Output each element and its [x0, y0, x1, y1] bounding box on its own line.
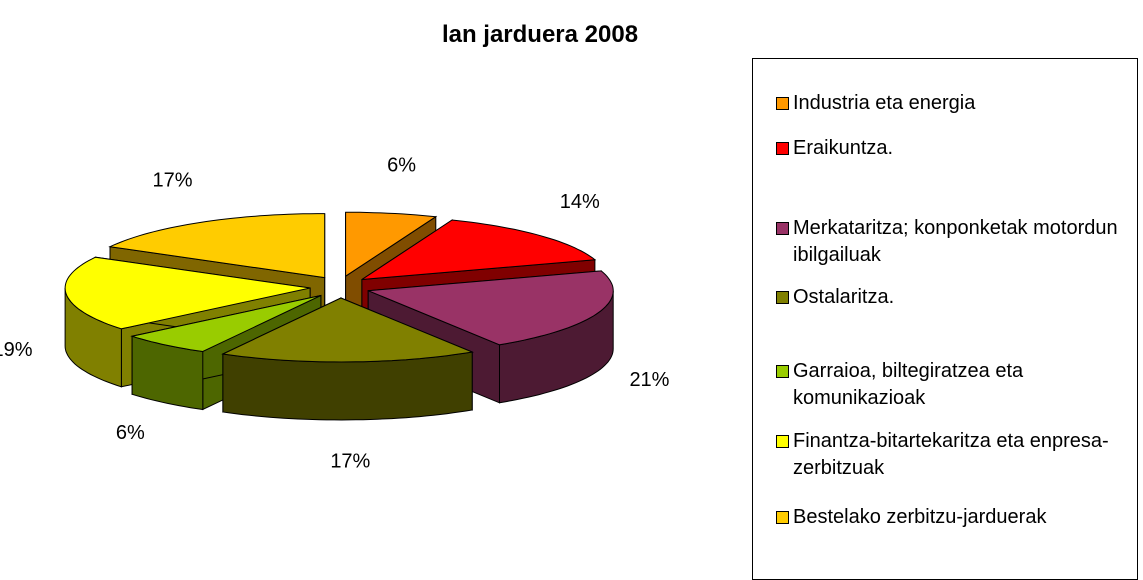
data-label: 14%: [560, 191, 600, 213]
legend-swatch: [776, 97, 789, 110]
legend-label: Finantza-bitartekaritza eta enpresa-zerb…: [793, 430, 1109, 479]
legend-swatch: [776, 435, 789, 448]
legend-label: Industria eta energia: [793, 92, 976, 114]
slice: [221, 297, 475, 421]
data-label: 17%: [330, 450, 370, 472]
legend-item: Industria eta energia: [753, 90, 1139, 117]
data-label: 17%: [153, 169, 193, 191]
legend-item: Bestelako zerbitzu-jarduerak: [753, 504, 1139, 531]
slice-top: [368, 270, 614, 346]
legend-label: Bestelako zerbitzu-jarduerak: [793, 506, 1047, 528]
chart-title: lan jarduera 2008: [442, 21, 638, 48]
data-label: 21%: [629, 369, 669, 391]
legend-label: Eraikuntza.: [793, 137, 894, 159]
data-label: 6%: [116, 422, 145, 444]
legend-item: Eraikuntza.: [753, 135, 1139, 162]
legend-label: Ostalaritza.: [793, 286, 895, 308]
slice-top: [221, 297, 475, 363]
data-label: 19%: [0, 339, 33, 361]
legend-item: Ostalaritza.: [753, 284, 1139, 311]
slice-top: [64, 256, 311, 330]
page: lan jarduera 2008 6% 14% 21% 17% 6% 19% 17% In…: [0, 21, 1138, 580]
legend-swatch: [776, 222, 789, 235]
legend-item: Merkataritza; konponketak motordun ibilg…: [753, 215, 1139, 269]
slice-top: [130, 295, 322, 353]
legend-label: Merkataritza; konponketak motordun ibilg…: [793, 217, 1118, 266]
data-label: 6%: [387, 154, 416, 176]
legend-item: Finantza-bitartekaritza eta enpresa-zerb…: [753, 428, 1139, 482]
legend-swatch: [776, 291, 789, 304]
slice-top: [108, 213, 326, 279]
chart: lan jarduera 2008 6% 14% 21% 17% 6% 19% 17%: [0, 21, 670, 472]
slice-top: [345, 211, 438, 278]
legend-swatch: [776, 365, 789, 378]
legend-swatch: [776, 142, 789, 155]
legend-label: Garraioa, biltegiratzea eta komunikazioa…: [793, 360, 1024, 409]
slice-top: [361, 219, 597, 280]
legend: Industria eta energia Eraikuntza. Merkatar…: [752, 58, 1138, 580]
legend-swatch: [776, 511, 789, 524]
legend-item: Garraioa, biltegiratzea eta komunikazioa…: [753, 358, 1139, 412]
